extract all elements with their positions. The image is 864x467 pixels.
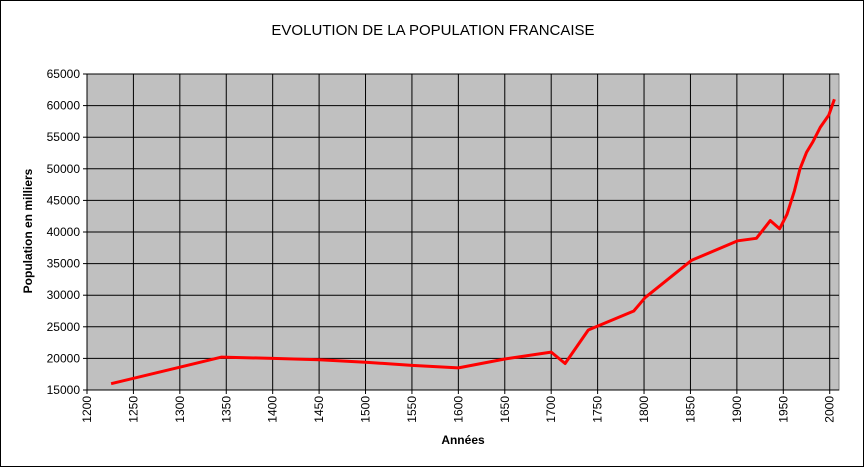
x-tick-label: 1950: [776, 396, 790, 423]
x-axis-label: Années: [441, 433, 485, 447]
y-tick-label: 65000: [47, 67, 81, 81]
x-tick-label: 1700: [544, 396, 558, 423]
y-tick-label: 35000: [47, 257, 81, 271]
x-tick-label: 1900: [730, 396, 744, 423]
y-tick-label: 25000: [47, 320, 81, 334]
x-tick-label: 1450: [312, 396, 326, 423]
x-tick-label: 1800: [637, 396, 651, 423]
grid-lines: [86, 73, 839, 391]
x-axis-ticks: 1200 1250 1300 1350 1400 1450 1500 1550 1600 1650…: [80, 390, 837, 423]
y-axis-ticks: 15000 20000 25000 30000 35000 40000 45000 50000…: [47, 67, 87, 397]
y-tick-label: 15000: [47, 383, 81, 397]
y-tick-label: 55000: [47, 130, 81, 144]
y-tick-label: 50000: [47, 162, 81, 176]
y-tick-label: 45000: [47, 193, 81, 207]
series-group: [110, 98, 836, 386]
x-tick-label: 1550: [405, 396, 419, 423]
x-tick-label: 1300: [173, 396, 187, 423]
x-tick-label: 1850: [683, 396, 697, 423]
series-line: [110, 98, 836, 386]
y-axis-label: Population en milliers: [21, 168, 35, 293]
y-tick-label: 40000: [47, 225, 81, 239]
y-tick-label: 20000: [47, 351, 81, 365]
x-tick-label: 1650: [498, 396, 512, 423]
x-tick-label: 1500: [359, 396, 373, 423]
x-tick-label: 1250: [126, 396, 140, 423]
x-tick-label: 2000: [823, 396, 837, 423]
y-tick-label: 60000: [47, 99, 81, 113]
x-tick-label: 1200: [80, 396, 94, 423]
x-tick-label: 1750: [591, 396, 605, 423]
x-tick-label: 1350: [219, 396, 233, 423]
x-tick-label: 1600: [451, 396, 465, 423]
x-tick-label: 1400: [266, 396, 280, 423]
y-tick-label: 30000: [47, 288, 81, 302]
chart-title: EVOLUTION DE LA POPULATION FRANCAISE: [271, 22, 594, 39]
